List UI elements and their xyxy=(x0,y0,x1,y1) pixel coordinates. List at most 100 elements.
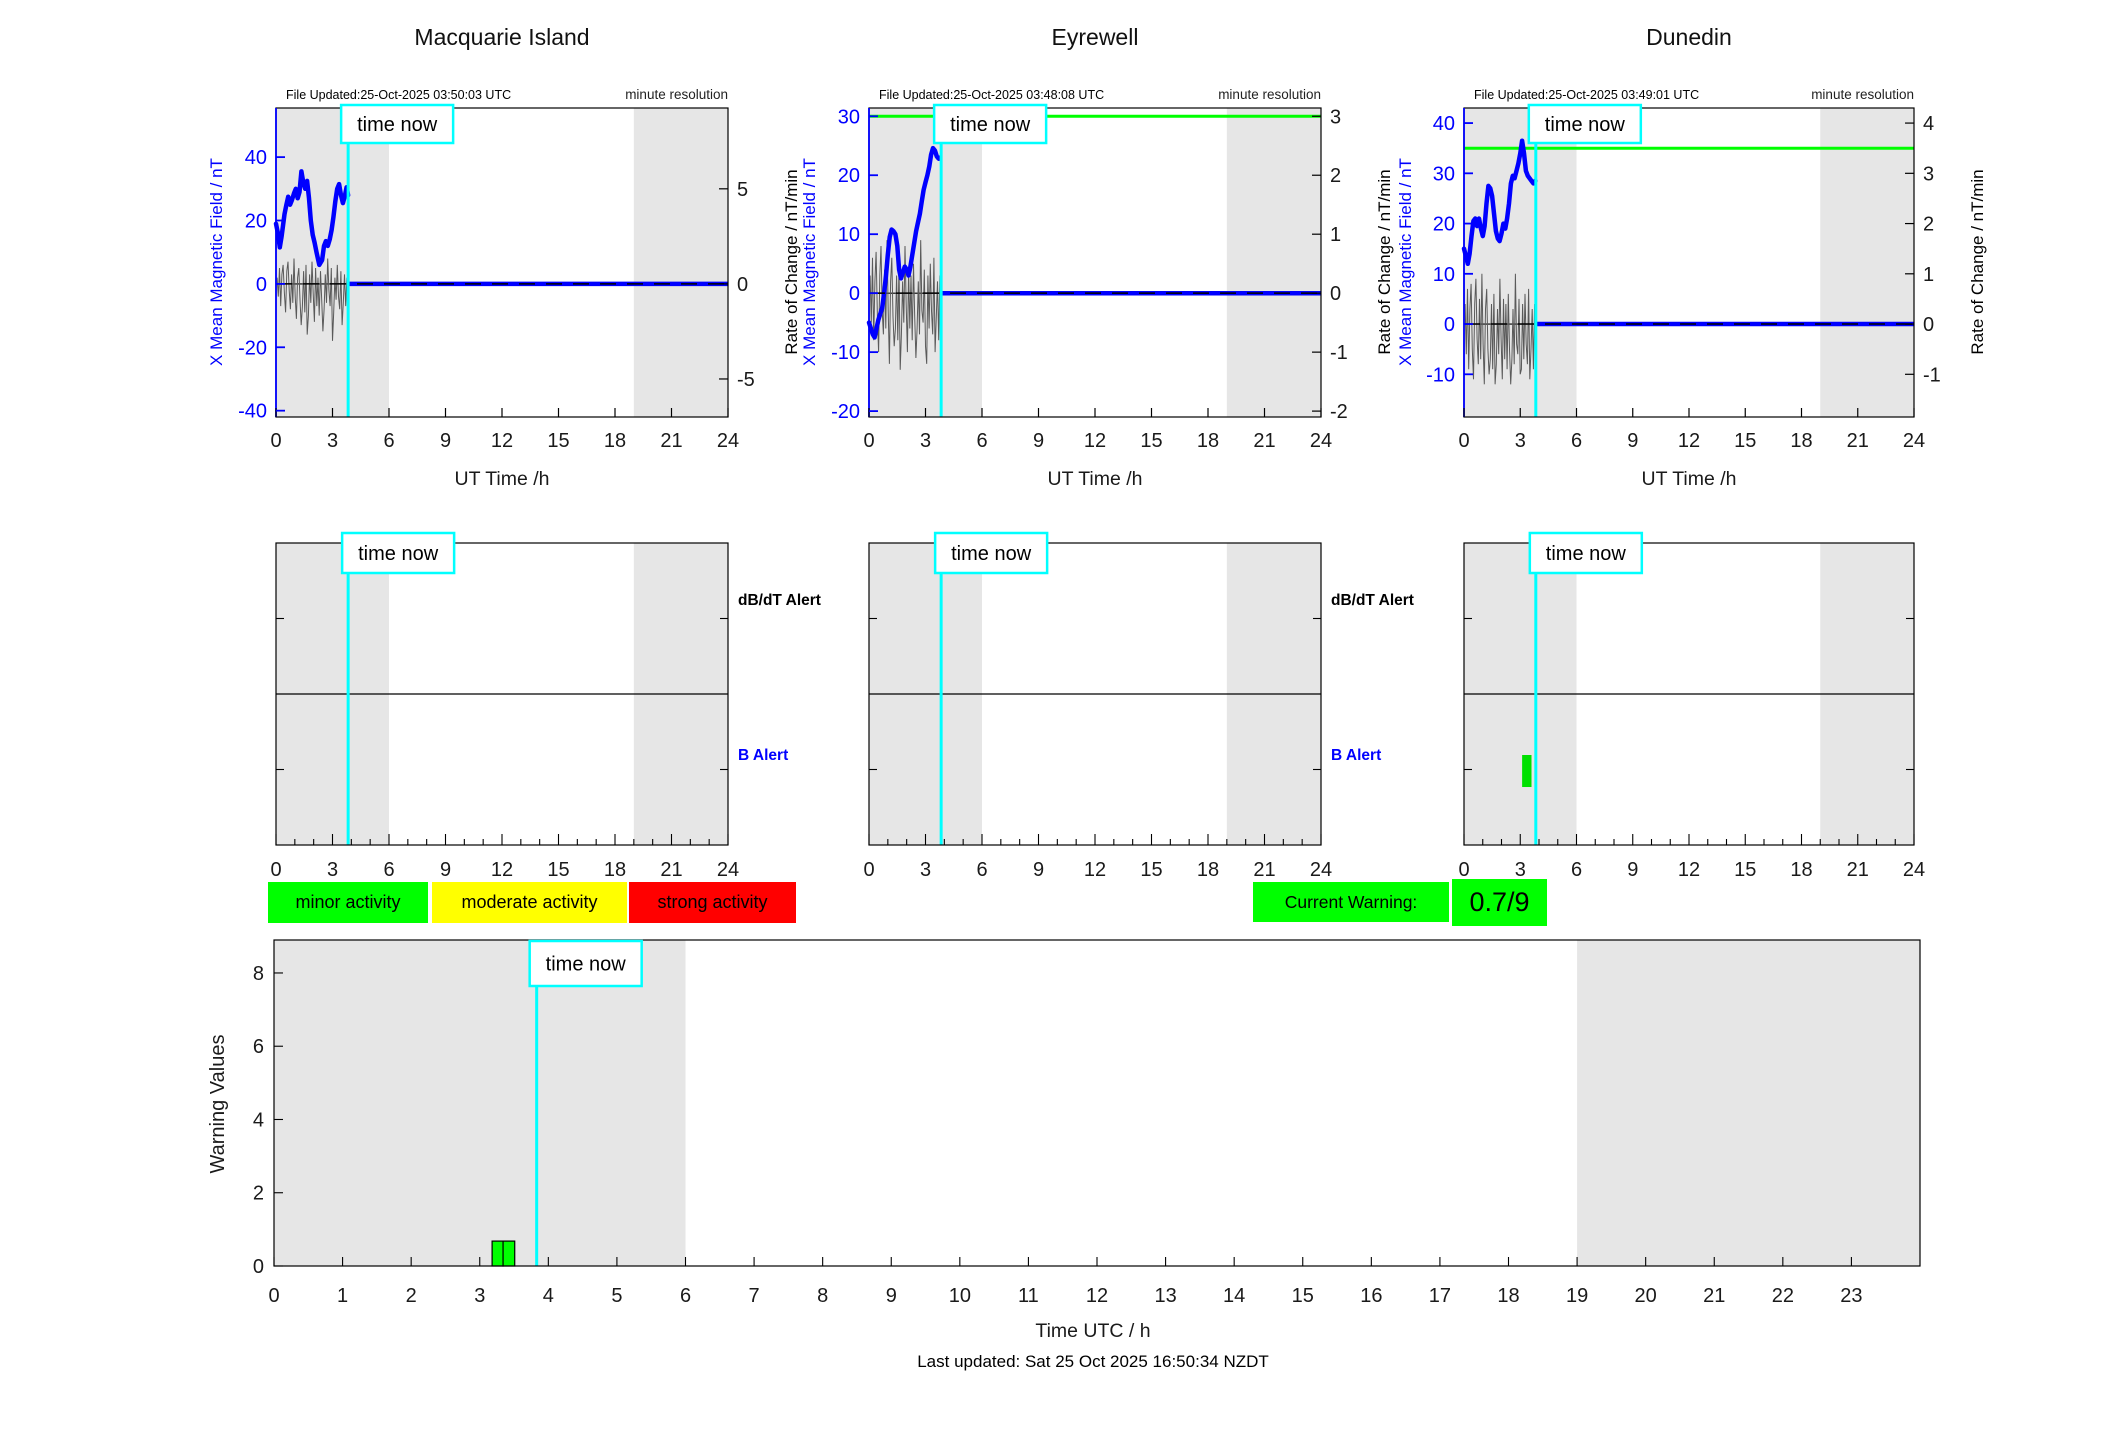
left-tick-label: 0 xyxy=(256,274,267,296)
left-tick-label: -20 xyxy=(238,337,267,359)
x-tick-label: 24 xyxy=(1310,859,1332,881)
x-tick-label: 18 xyxy=(1790,430,1812,452)
time-now-label: time now xyxy=(951,543,1032,565)
x-tick-label: 18 xyxy=(1790,859,1812,881)
left-tick-label: 20 xyxy=(245,211,267,233)
right-tick-label: 3 xyxy=(1923,163,1934,185)
x-tick-label: 0 xyxy=(863,859,874,881)
x-tick-label: 6 xyxy=(976,430,987,452)
x-tick-label: 21 xyxy=(660,430,682,452)
left-axis-label-dunedin: X Mean Magnetic Field / nT xyxy=(1396,158,1415,366)
alert-event-bar xyxy=(1522,755,1532,788)
x-tick-label: 18 xyxy=(604,430,626,452)
x-tick-label: 15 xyxy=(547,859,569,881)
alert-chart-dunedin-alerts: 0 3 6 9 12 15 18 21 24 time now xyxy=(1458,531,1925,881)
time-now-label: time now xyxy=(1545,114,1626,136)
time-now-box xyxy=(340,531,456,575)
time-now-box xyxy=(528,939,643,988)
right-tick-label: 0 xyxy=(1923,314,1934,336)
y-tick-label: 0 xyxy=(253,1256,264,1278)
offline-shaded-band xyxy=(1226,108,1321,417)
x-tick-label: 6 xyxy=(680,1285,691,1307)
right-tick-label: -2 xyxy=(1330,401,1348,423)
file-updated-dunedin: File Updated:25-Oct-2025 03:49:01 UTC xyxy=(1474,88,1700,102)
x-tick-label: 0 xyxy=(268,1285,279,1307)
right-tick-label: -1 xyxy=(1330,342,1348,364)
station-title-eyrewell: Eyrewell xyxy=(1051,24,1139,50)
resolution-note-dunedin: minute resolution xyxy=(1811,87,1914,102)
x-tick-label: 9 xyxy=(886,1285,897,1307)
x-tick-label: 3 xyxy=(327,859,338,881)
left-tick-label: 30 xyxy=(838,106,860,128)
x-tick-label: 23 xyxy=(1840,1285,1862,1307)
x-tick-label: 12 xyxy=(491,859,513,881)
time-utc-axis-label: Time UTC / h xyxy=(1035,1320,1151,1342)
field-chart-macquarie-field: 0 3 6 9 12 15 18 21 24 40 20 0 -20 -40 5 0 -5 time now xyxy=(238,103,755,452)
x-tick-label: 3 xyxy=(1515,430,1526,452)
left-tick-label: 40 xyxy=(1433,113,1455,135)
right-axis-label-dunedin: Rate of Change / nT/min xyxy=(1968,169,1987,355)
x-tick-label: 15 xyxy=(1734,859,1756,881)
time-now-label: time now xyxy=(357,114,438,136)
dbdt-alert-label-macquarie: dB/dT Alert xyxy=(738,592,821,609)
right-tick-label: 0 xyxy=(1330,283,1341,305)
current-warning-value: 0.7/9 xyxy=(1452,879,1547,926)
warning-values-axis-label: Warning Values xyxy=(207,1034,229,1174)
right-tick-label: -5 xyxy=(737,369,755,391)
x-tick-label: 12 xyxy=(1084,430,1106,452)
x-tick-label: 24 xyxy=(1903,859,1925,881)
left-tick-label: 10 xyxy=(838,224,860,246)
x-tick-label: 1 xyxy=(337,1285,348,1307)
last-updated-text: Last updated: Sat 25 Oct 2025 16:50:34 N… xyxy=(917,1352,1269,1371)
x-tick-label: 7 xyxy=(749,1285,760,1307)
right-tick-label: 4 xyxy=(1923,113,1934,135)
x-tick-label: 6 xyxy=(1571,859,1582,881)
x-mean-field-curve xyxy=(1461,138,1538,267)
x-tick-label: 9 xyxy=(1627,859,1638,881)
left-axis-label-eyrewell: X Mean Magnetic Field / nT xyxy=(800,158,819,366)
left-tick-label: 0 xyxy=(849,283,860,305)
x-tick-label: 9 xyxy=(440,859,451,881)
x-tick-label: 18 xyxy=(1197,430,1219,452)
left-tick-label: 40 xyxy=(245,147,267,169)
x-tick-label: 0 xyxy=(863,430,874,452)
offline-shaded-band xyxy=(633,108,728,417)
x-tick-label: 3 xyxy=(920,430,931,452)
right-tick-label: 0 xyxy=(737,274,748,296)
right-tick-label: 2 xyxy=(1923,214,1934,236)
right-tick-label: 3 xyxy=(1330,106,1341,128)
time-now-label: time now xyxy=(546,954,627,976)
left-tick-label: 30 xyxy=(1433,163,1455,185)
x-tick-label: 24 xyxy=(717,859,739,881)
x-tick-label: 15 xyxy=(1140,430,1162,452)
x-tick-label: 5 xyxy=(611,1285,622,1307)
right-axis-label-eyrewell: Rate of Change / nT/min xyxy=(1375,169,1394,355)
right-axis-label-macquarie: Rate of Change / nT/min xyxy=(782,169,801,355)
right-tick-label: 2 xyxy=(1330,165,1341,187)
x-tick-label: 0 xyxy=(270,430,281,452)
x-tick-label: 8 xyxy=(817,1285,828,1307)
alert-chart-macquarie-alerts: 0 3 6 9 12 15 18 21 24 time now xyxy=(270,531,739,881)
time-now-box xyxy=(1528,531,1644,575)
left-tick-label: -20 xyxy=(831,401,860,423)
x-tick-label: 13 xyxy=(1154,1285,1176,1307)
b-alert-label-macquarie: B Alert xyxy=(738,747,789,764)
x-tick-label: 3 xyxy=(474,1285,485,1307)
x-tick-label: 0 xyxy=(270,859,281,881)
x-tick-label: 6 xyxy=(976,859,987,881)
y-tick-label: 2 xyxy=(253,1183,264,1205)
offline-shaded-band xyxy=(276,108,389,417)
time-now-box xyxy=(339,103,455,145)
x-tick-label: 12 xyxy=(1678,430,1700,452)
left-tick-label: -10 xyxy=(1426,364,1455,386)
legend-moderate-activity: moderate activity xyxy=(432,882,627,923)
x-tick-label: 15 xyxy=(1292,1285,1314,1307)
x-tick-label: 20 xyxy=(1635,1285,1657,1307)
x-tick-label: 14 xyxy=(1223,1285,1245,1307)
y-tick-label: 8 xyxy=(253,963,264,985)
station-title-dunedin: Dunedin xyxy=(1646,24,1732,50)
y-tick-label: 4 xyxy=(253,1109,264,1131)
x-tick-label: 24 xyxy=(717,430,739,452)
